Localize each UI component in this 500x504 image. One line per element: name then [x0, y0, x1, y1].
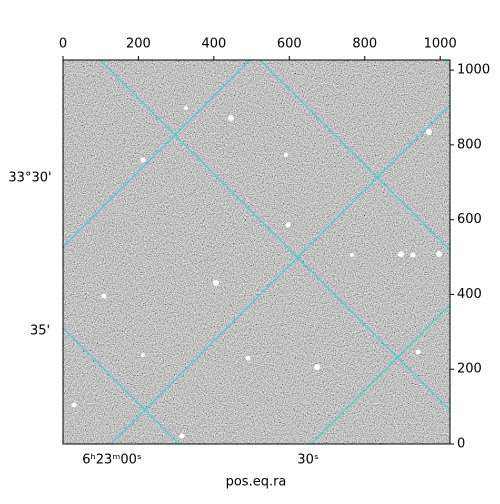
y-tick-label: 200	[457, 362, 482, 377]
dec-grid-line	[110, 104, 450, 444]
sky-image	[63, 60, 450, 444]
ra-grid-line	[259, 60, 450, 251]
axes-frame	[62, 59, 451, 445]
x-axis-label: pos.eq.ra	[226, 475, 287, 490]
x-tick-label: 800	[352, 37, 377, 52]
x-tick-label: 200	[126, 37, 151, 52]
ra-grid-line	[444, 60, 450, 66]
ra-tick-label: 6ʰ23ᵐ00ˢ	[82, 453, 142, 468]
dec-tick-label: 35'	[30, 324, 50, 339]
ra-grid-line	[63, 327, 180, 444]
ra-tick-label: 30ˢ	[297, 453, 319, 468]
ra-grid-line	[99, 60, 450, 411]
y-tick-label: 800	[457, 137, 482, 152]
x-tick-label: 400	[201, 37, 226, 52]
y-tick-label: 1000	[457, 63, 490, 78]
wcs-grid	[63, 60, 450, 444]
y-tick-label: 400	[457, 287, 482, 302]
dec-grid-line	[310, 304, 450, 444]
y-tick-label: 600	[457, 212, 482, 227]
x-tick-label: 0	[59, 37, 67, 52]
y-tick-label: 0	[457, 437, 465, 452]
stars	[71, 106, 442, 439]
dec-tick-label: 33°30'	[8, 171, 51, 186]
x-tick-label: 1000	[424, 37, 457, 52]
dec-grid-line	[63, 60, 251, 248]
x-tick-label: 600	[277, 37, 302, 52]
